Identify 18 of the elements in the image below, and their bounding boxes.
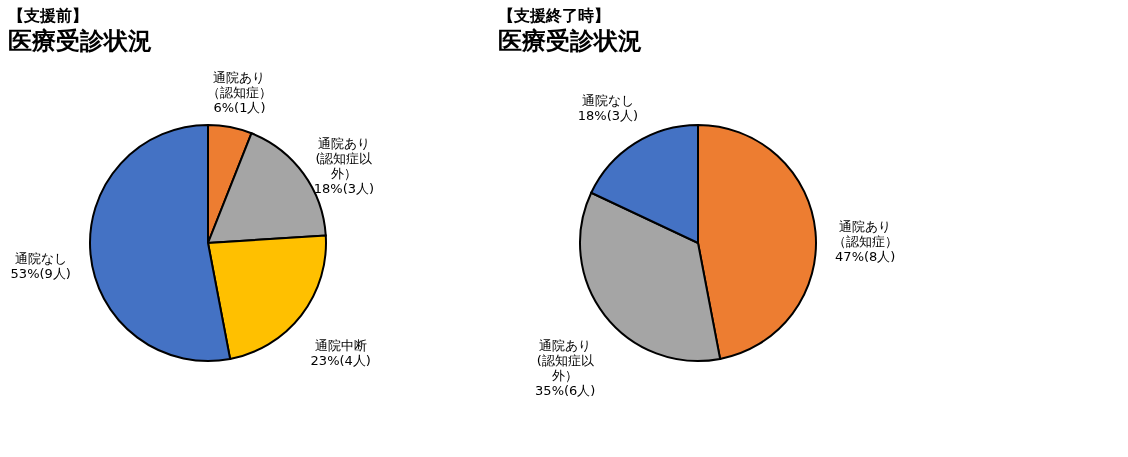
chart-subtitle: 医療受診状況 xyxy=(498,27,642,55)
chart-title: 【支援前】 xyxy=(8,6,88,25)
data-label: 18%(3人) xyxy=(577,108,639,124)
data-label: 47%(8人) xyxy=(835,249,896,265)
chart-subtitle: 医療受診状況 xyxy=(8,27,152,55)
slice-label: 通院あり(認知症以外） xyxy=(315,136,373,182)
slice-label: 通院中断 xyxy=(314,337,367,353)
chart-title: 【支援終了時】 xyxy=(498,6,610,25)
slice-label: 通院あり（認知症） xyxy=(832,219,898,250)
data-label: 18%(3人) xyxy=(313,181,375,197)
slice-label: 通院あり（認知症） xyxy=(206,69,272,100)
data-label: 53%(9人) xyxy=(10,265,71,281)
data-label: 23%(4人) xyxy=(310,352,371,368)
slice-label: 通院あり(認知症以外） xyxy=(536,337,594,383)
slice-label: 通院なし xyxy=(14,250,67,266)
slice-label: 通院なし xyxy=(581,93,634,109)
data-label: 35%(6人) xyxy=(535,382,596,398)
data-label: 6%(1人) xyxy=(213,99,266,115)
